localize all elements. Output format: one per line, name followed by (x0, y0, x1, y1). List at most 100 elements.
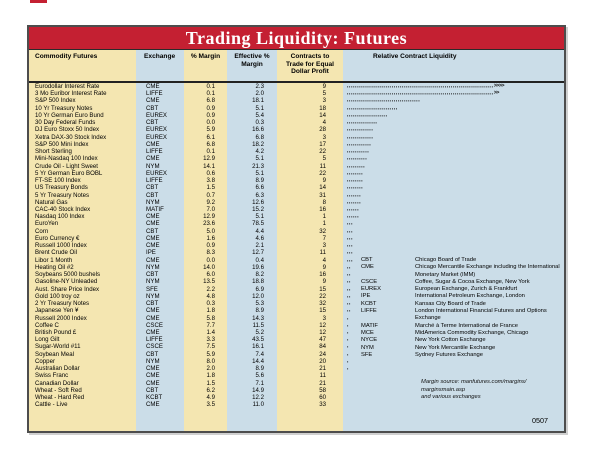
margin-source-line: marginsmain.asp (421, 386, 466, 393)
percent-margin: 4.8 (184, 292, 227, 301)
commodity-name: 2 Yr Treasury Notes (29, 300, 136, 308)
table-title: Trading Liquidity: Futures (29, 27, 564, 50)
overflow-arrows: >>>> (493, 83, 505, 89)
liquidity-dot-bar: ▪▪▪ (343, 220, 564, 228)
legend-abbr: SFE (361, 351, 373, 358)
legend-item: CBT Chicago Board of Trade (361, 257, 567, 264)
table-row: Euro Currency € CME 1.6 4.6 7 ▪▪▪ (29, 234, 564, 243)
percent-margin: 23.6 (184, 220, 227, 228)
exchange-code: LIFFE (136, 90, 184, 98)
commodity-name: Aust. Share Price Index (29, 285, 136, 293)
percent-margin: 1.5 (184, 379, 227, 387)
liquidity-dots: ▪ (347, 329, 350, 335)
table-row: 3 Mo Euribor Interest Rate LIFFE 0.1 2.0… (29, 90, 564, 98)
exchange-code: IPE (136, 249, 184, 257)
table-row: Crude Oil - Light Sweet NYM 14.1 21.3 11… (29, 162, 564, 170)
legend-description: International Petroleum Exchange, London (415, 293, 525, 300)
table-row: Australian Dollar CME 2.0 8.9 21 ▪ (29, 365, 564, 373)
exchange-code: CME (136, 140, 184, 149)
table-row: Brent Crude Oil IPE 8.3 12.7 11 ▪▪▪ (29, 249, 564, 257)
effective-margin: 6.6 (227, 184, 277, 192)
percent-margin: 0.9 (184, 111, 227, 120)
liquidity-dots: ▪▪▪▪▪▪▪▪▪▪▪▪▪▪▪▪▪▪▪▪▪▪▪▪▪▪▪▪▪▪▪▪▪▪▪▪▪▪▪▪… (347, 84, 494, 89)
table-row: Natural Gas NYM 9.2 12.6 8 ▪▪▪▪▪▪▪ (29, 198, 564, 206)
percent-margin: 3.8 (184, 177, 227, 185)
liquidity-dots: ▪▪▪ (347, 257, 354, 263)
liquidity-dot-bar: ▪ (343, 350, 564, 358)
effective-margin: 2.3 (227, 83, 277, 91)
percent-margin: 5.8 (184, 314, 227, 322)
liquidity-dot-bar: ▪ (343, 321, 564, 329)
exchange-code: CBT (136, 386, 184, 395)
contracts-count: 9 (277, 83, 343, 91)
exchange-code: CME (136, 314, 184, 322)
effective-margin: 4.2 (227, 148, 277, 156)
table-row: Heating Oil #2 NYM 14.0 19.6 9 ▪▪ (29, 263, 564, 272)
legend-abbr: KCBT (361, 300, 377, 307)
effective-margin: 12.7 (227, 249, 277, 257)
effective-margin: 0.4 (227, 256, 277, 264)
contracts-count: 11 (277, 372, 343, 380)
table-row: S&P 500 Mini Index CME 6.8 18.2 17 ▪▪▪▪▪… (29, 140, 564, 149)
table-row: 10 Yr German Euro Bund EUREX 0.9 5.4 14 … (29, 111, 564, 120)
margin-source-line: and various exchanges (421, 394, 481, 401)
liquidity-dots: ▪▪▪▪▪▪▪▪▪▪▪ (347, 149, 370, 155)
liquidity-dot-bar: ▪▪ (343, 285, 564, 293)
contracts-count: 3 (277, 133, 343, 141)
liquidity-dots: ▪▪▪ (347, 243, 354, 249)
contracts-count: 1 (277, 220, 343, 228)
table-row: Cattle - Live CME 3.5 11.0 33 (29, 401, 564, 409)
exchange-code: CME (136, 234, 184, 243)
percent-margin: 14.0 (184, 263, 227, 272)
percent-margin: 0.0 (184, 256, 227, 264)
legend-abbr: LIFFE (361, 308, 377, 315)
column-header-exchange: Exchange (136, 50, 184, 81)
liquidity-dot-bar: ▪▪▪▪▪▪▪▪▪▪ (343, 155, 564, 163)
liquidity-dots: ▪▪▪ (347, 235, 354, 241)
table-row: US Treasury Bonds CBT 1.5 6.6 14 ▪▪▪▪▪▪▪… (29, 184, 564, 192)
effective-margin: 4.6 (227, 234, 277, 243)
liquidity-dot-bar: ▪▪▪▪▪▪▪ (343, 191, 564, 199)
liquidity-dot-bar: ▪▪▪▪▪▪▪▪ (343, 177, 564, 185)
liquidity-dot-bar: ▪▪▪▪▪▪ (343, 205, 564, 214)
liquidity-dots: ▪▪▪ (347, 250, 354, 256)
legend-item: NYCE New York Cotton Exchange (361, 337, 567, 344)
exchange-code: NYM (136, 357, 184, 366)
liquidity-dot-bar: ▪▪▪▪▪▪▪▪▪▪▪▪▪▪▪▪▪▪▪▪▪▪▪▪▪ (343, 104, 564, 112)
exchange-code: EUREX (136, 126, 184, 134)
percent-margin: 7.7 (184, 321, 227, 329)
table-row: 5 Yr Treasury Notes CBT 0.7 6.3 31 ▪▪▪▪▪… (29, 191, 564, 199)
percent-margin: 2.0 (184, 365, 227, 373)
commodity-name: Gasoline-NY Unleaded (29, 278, 136, 286)
exchange-code: EUREX (136, 133, 184, 141)
table-row: Russell 2000 Index CME 5.8 14.3 3 ▪ (29, 314, 564, 322)
legend-item: NYM New York Mercantile Exchange (361, 345, 567, 352)
contracts-count: 9 (277, 278, 343, 286)
commodity-name: US Treasury Bonds (29, 184, 136, 192)
legend-description: Chicago Board of Trade (415, 257, 477, 263)
effective-margin: 8.9 (227, 307, 277, 315)
percent-margin: 3.3 (184, 336, 227, 344)
column-header-liquidity: Relative Contract Liquidity (343, 50, 564, 81)
percent-margin: 8.0 (184, 357, 227, 366)
contracts-count: 3 (277, 97, 343, 105)
legend-item: CSCE Coffee, Sugar & Cocoa Exchange, New… (361, 279, 567, 286)
liquidity-dots: ▪▪ (347, 264, 352, 270)
margin-source-line: Margin source: manfutures.com/margins/ (421, 379, 527, 385)
effective-margin: 11.5 (227, 321, 277, 329)
effective-margin: 5.1 (227, 104, 277, 112)
exchange-code: LIFFE (136, 148, 184, 156)
liquidity-dot-bar (343, 379, 564, 387)
commodity-name: S&P 500 Mini Index (29, 140, 136, 149)
exchange-code: CSCE (136, 343, 184, 351)
contracts-count: 5 (277, 155, 343, 163)
contracts-count: 24 (277, 350, 343, 358)
liquidity-dots: ▪▪ (347, 279, 352, 285)
liquidity-dot-bar: ▪▪ (343, 278, 564, 286)
issue-code: 0507 (532, 416, 548, 425)
legend-abbr: EUREX (361, 286, 381, 293)
exchange-code: LIFFE (136, 177, 184, 185)
percent-margin: 12.9 (184, 155, 227, 163)
liquidity-dot-bar: ▪ (343, 365, 564, 373)
liquidity-dots: ▪ (347, 366, 350, 372)
